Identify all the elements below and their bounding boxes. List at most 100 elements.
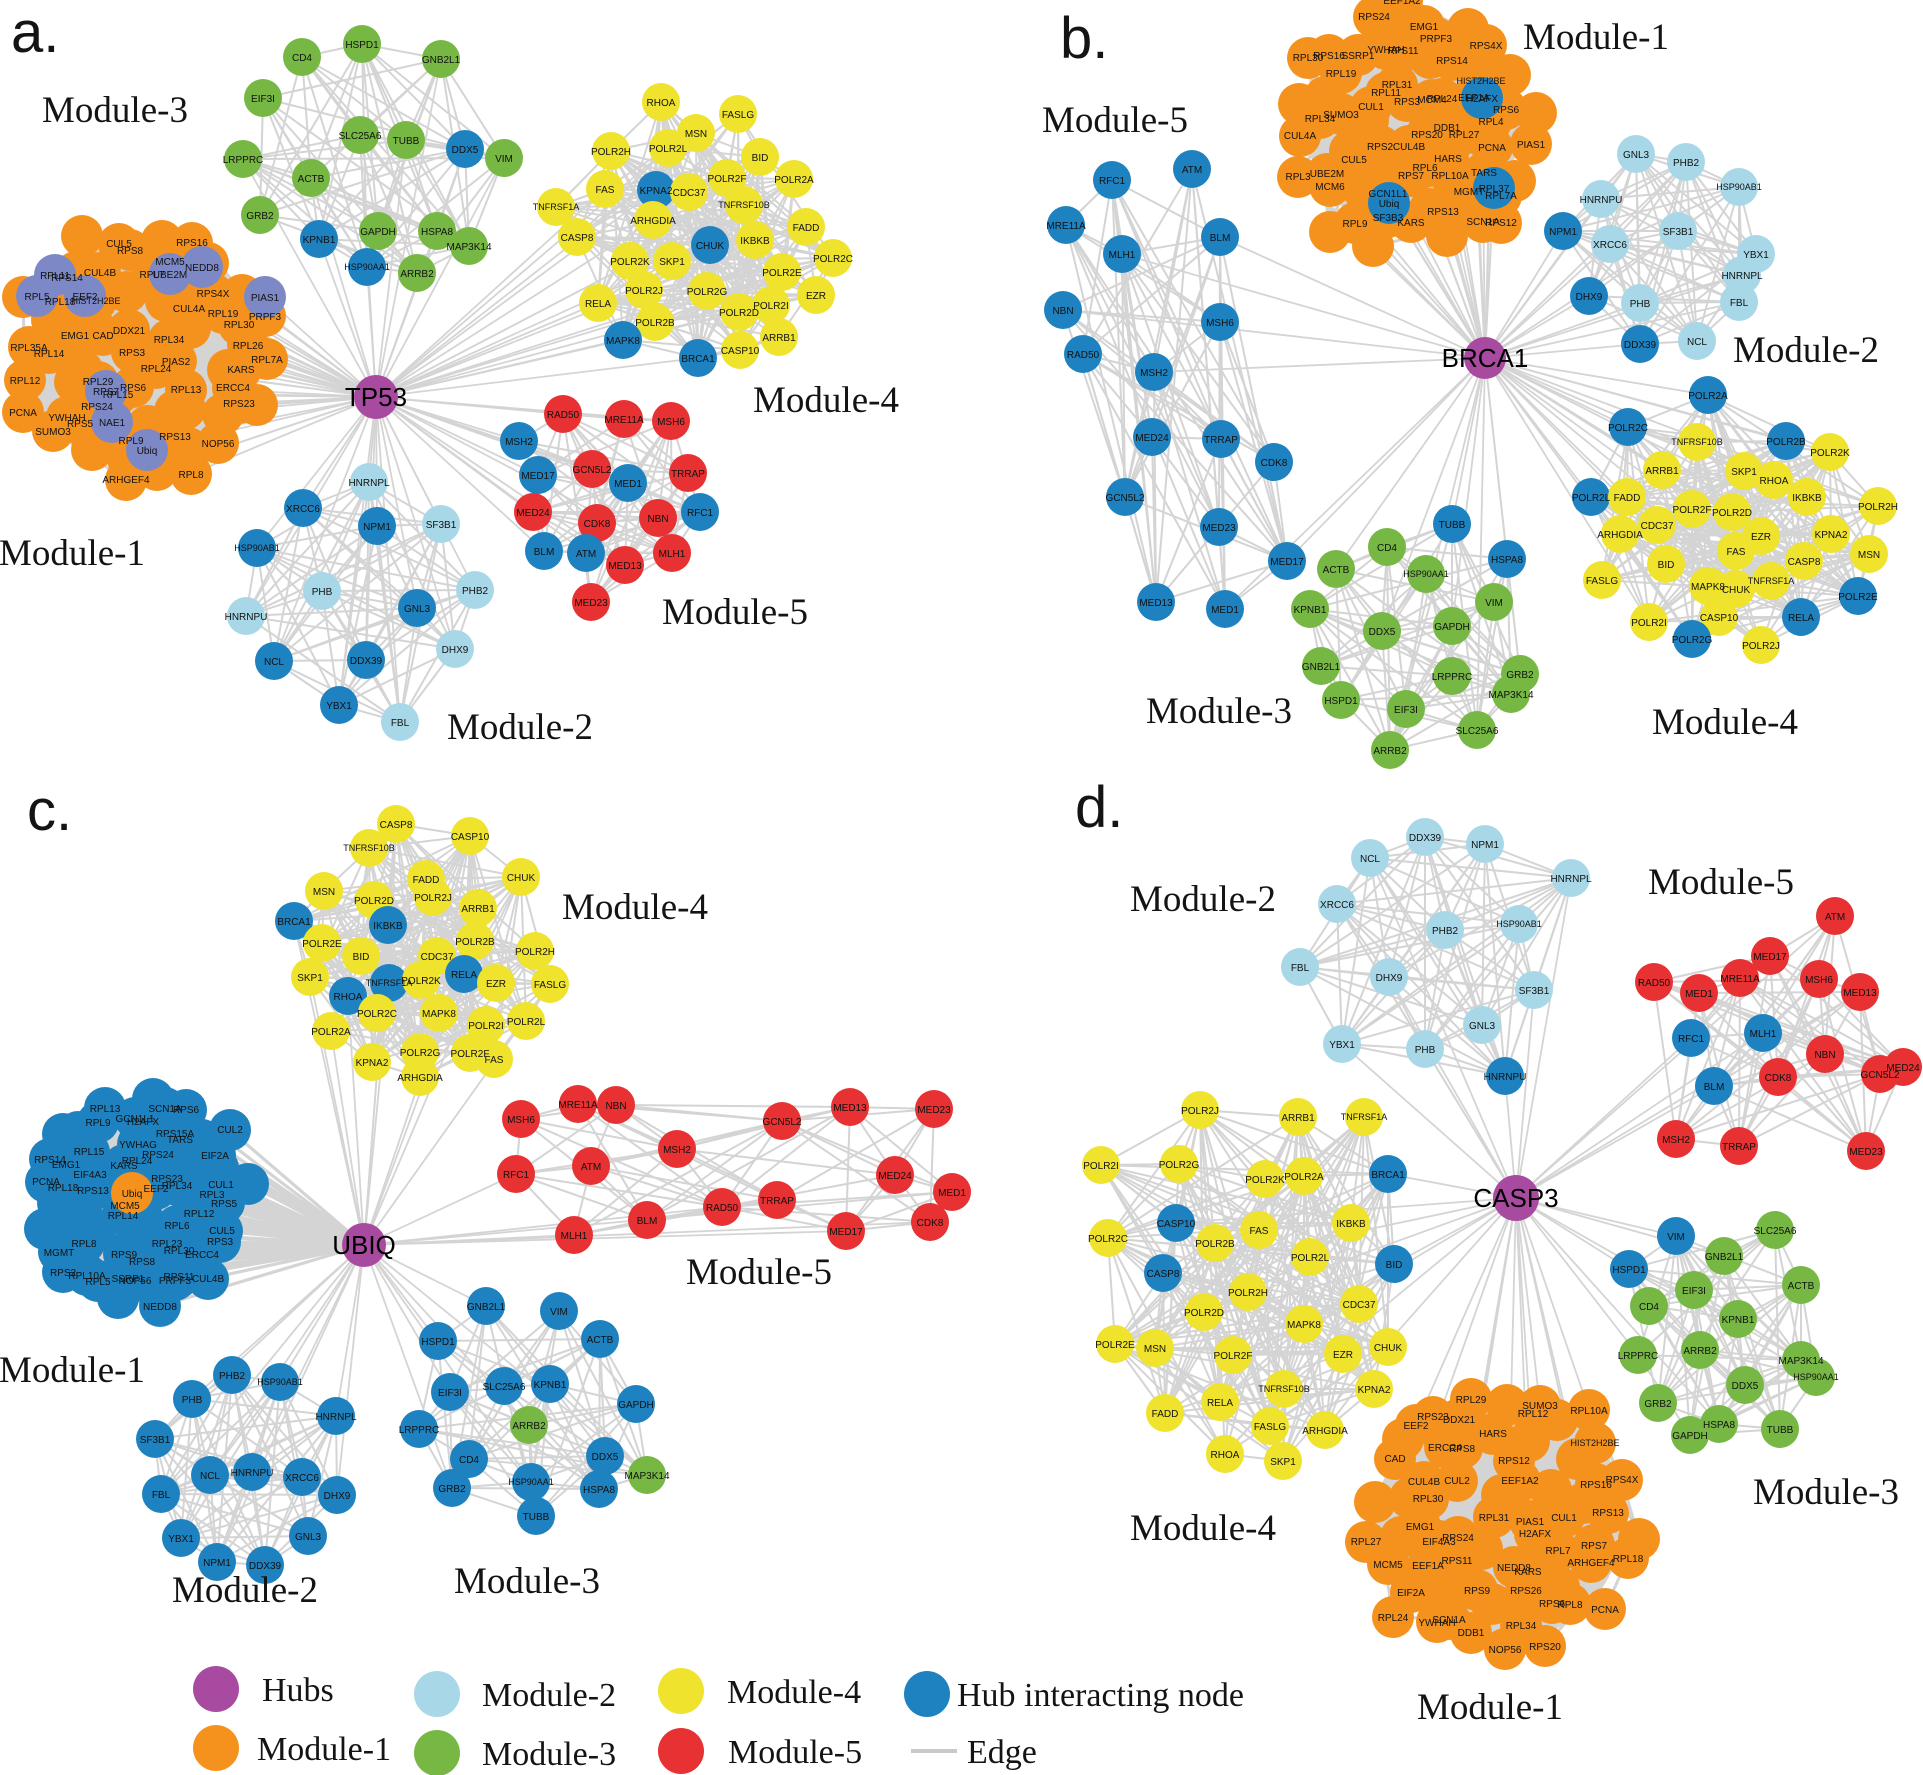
svg-text:ARRB1: ARRB1 [762,333,796,344]
svg-text:RPL5: RPL5 [24,292,49,303]
svg-text:GRB2: GRB2 [438,1484,466,1495]
svg-text:POLR2D: POLR2D [1184,1308,1224,1319]
svg-text:RPL11: RPL11 [40,271,70,282]
svg-text:GNL3: GNL3 [1469,1021,1496,1032]
svg-text:CUL4B: CUL4B [1393,142,1426,153]
svg-text:EMG1: EMG1 [52,1160,81,1171]
svg-text:MED24: MED24 [1135,433,1169,444]
svg-text:GRB2: GRB2 [1644,1399,1672,1410]
svg-text:FASLG: FASLG [1254,1422,1286,1433]
svg-text:BID: BID [353,952,370,963]
svg-text:SKP1: SKP1 [1270,1457,1296,1468]
svg-text:TUBB: TUBB [393,136,420,147]
svg-text:BID: BID [1386,1260,1403,1271]
svg-text:PHB2: PHB2 [462,586,489,597]
svg-text:DDX39: DDX39 [350,656,383,667]
svg-text:EZR: EZR [1751,532,1771,543]
svg-text:TNFRSF10B: TNFRSF10B [343,843,395,853]
svg-text:EEF1A: EEF1A [1412,1561,1444,1572]
svg-text:RPL7: RPL7 [1545,1546,1570,1557]
svg-text:RPL34: RPL34 [1506,1621,1537,1632]
svg-text:FBL: FBL [1730,298,1749,309]
svg-text:UBIQ: UBIQ [332,1230,396,1260]
svg-text:MED13: MED13 [833,1103,867,1114]
svg-text:RPS3: RPS3 [1394,97,1421,108]
svg-text:Module-2: Module-2 [172,1570,318,1611]
svg-text:YWHAH: YWHAH [48,413,85,424]
svg-text:RHOA: RHOA [334,992,363,1003]
svg-text:GRB2: GRB2 [1506,670,1534,681]
svg-text:POLR2D: POLR2D [719,308,759,319]
svg-text:RPL6: RPL6 [164,1221,189,1232]
svg-text:HSP90AA1: HSP90AA1 [1793,1372,1839,1382]
svg-text:IKBKB: IKBKB [740,236,770,247]
svg-text:EEF2: EEF2 [143,1184,168,1195]
svg-text:SCN1A: SCN1A [1432,1615,1466,1626]
svg-text:POLR2C: POLR2C [1088,1234,1128,1245]
svg-text:LRPPRC: LRPPRC [399,1425,440,1436]
svg-text:BRCA1: BRCA1 [681,354,715,365]
svg-text:KARS: KARS [227,365,255,376]
svg-text:GAPDH: GAPDH [360,227,396,238]
svg-text:CDK8: CDK8 [1261,458,1288,469]
svg-text:CUL4B: CUL4B [1408,1477,1441,1488]
svg-text:MRE11A: MRE11A [604,415,644,426]
svg-text:MRE11A: MRE11A [558,1100,598,1111]
svg-text:CASP10: CASP10 [1157,1219,1196,1230]
svg-text:CDC37: CDC37 [1641,521,1674,532]
svg-text:SF3B1: SF3B1 [426,520,457,531]
svg-text:SSRP1: SSRP1 [1342,51,1375,62]
svg-text:RPL6: RPL6 [1412,163,1437,174]
svg-text:RPS4X: RPS4X [197,289,230,300]
svg-text:NCL: NCL [1687,337,1707,348]
svg-text:MAPK8: MAPK8 [1287,1320,1321,1331]
svg-text:NEDD8: NEDD8 [185,263,219,274]
svg-text:Edge: Edge [967,1734,1037,1771]
svg-text:RPL15: RPL15 [103,390,134,401]
svg-text:RELA: RELA [1207,1398,1233,1409]
svg-text:POLR2C: POLR2C [813,254,853,265]
svg-text:Module-5: Module-5 [662,592,808,633]
svg-text:RPS6: RPS6 [120,383,147,394]
svg-text:EEF1A2: EEF1A2 [1383,0,1421,7]
svg-text:GNL3: GNL3 [404,604,431,615]
svg-text:TP53: TP53 [345,382,407,412]
svg-text:YBX1: YBX1 [326,701,352,712]
svg-text:GCN1L1: GCN1L1 [1369,189,1408,200]
svg-text:POLR2D: POLR2D [354,896,394,907]
svg-text:MCM5: MCM5 [110,1201,140,1212]
svg-text:MSH2: MSH2 [1662,1135,1690,1146]
svg-text:MAPK8: MAPK8 [606,336,640,347]
svg-text:MED1: MED1 [1685,989,1713,1000]
svg-text:UBE2M: UBE2M [153,270,187,281]
svg-text:DHX9: DHX9 [1576,292,1603,303]
svg-text:POLR2J: POLR2J [625,286,663,297]
svg-text:GAPDH: GAPDH [1434,622,1470,633]
svg-text:POLR2F: POLR2F [708,174,747,185]
svg-text:RPS24: RPS24 [1358,12,1390,23]
svg-text:IKBKB: IKBKB [1336,1219,1366,1230]
svg-text:RPS13: RPS13 [1427,207,1459,218]
svg-text:DDX5: DDX5 [1369,627,1396,638]
svg-text:CHUK: CHUK [507,873,536,884]
svg-text:RPL5: RPL5 [85,1277,110,1288]
svg-text:MSH2: MSH2 [505,437,533,448]
svg-text:ARHGDIA: ARHGDIA [1597,530,1643,541]
svg-text:FBL: FBL [152,1490,171,1501]
svg-text:EZR: EZR [486,979,506,990]
svg-text:RPS23: RPS23 [151,1174,183,1185]
svg-text:DDB1: DDB1 [1458,1628,1485,1639]
svg-text:MSN: MSN [685,129,707,140]
svg-text:RHOA: RHOA [647,98,676,109]
svg-text:RAD50: RAD50 [1067,350,1100,361]
svg-text:RPL23: RPL23 [152,1239,183,1250]
svg-text:ARRB1: ARRB1 [1281,1113,1315,1124]
svg-text:c.: c. [27,778,72,843]
svg-text:CUL2: CUL2 [217,1125,243,1136]
svg-text:TRRAP: TRRAP [760,1196,794,1207]
svg-text:RPS2: RPS2 [1367,142,1394,153]
svg-text:NOP56: NOP56 [119,1276,152,1287]
svg-text:RPL19: RPL19 [1326,69,1357,80]
svg-text:KARS: KARS [1514,1567,1542,1578]
svg-text:POLR2E: POLR2E [1838,592,1878,603]
